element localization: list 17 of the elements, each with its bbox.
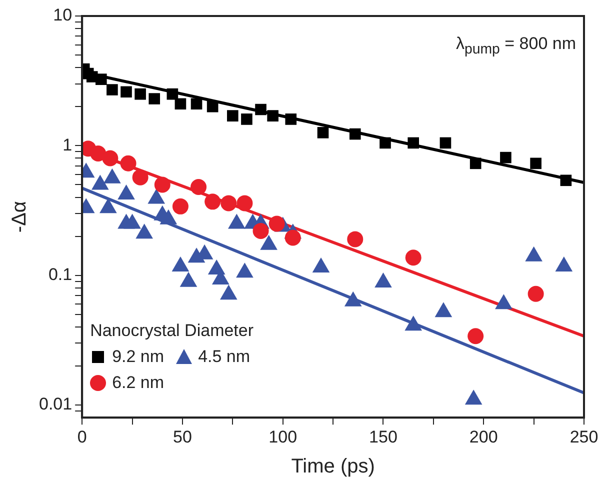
x-tick-label: 100 [268, 427, 298, 446]
y-tick-label: 0.01 [38, 394, 72, 414]
x-tick-label: 0 [77, 427, 87, 446]
legend-label: 4.5 nm [198, 346, 250, 367]
x-tick-label: 200 [469, 427, 498, 446]
y-tick-label: 10 [53, 6, 72, 25]
legend-title: Nanocrystal Diameter [90, 320, 255, 342]
y-axis-title: -Δα [8, 201, 31, 233]
x-tick-label: 150 [369, 427, 398, 446]
x-axis-title: Time (ps) [291, 456, 375, 478]
y-tick-label: 0.1 [48, 265, 72, 284]
legend-label: 6.2 nm [112, 372, 164, 393]
x-tick-label: 50 [173, 427, 192, 446]
x-tick-label: 250 [570, 427, 598, 446]
y-tick-label: 1 [62, 135, 72, 154]
annotation: λ$_{pump}$ = 800 nm [456, 34, 576, 58]
legend-label: 9.2 nm [112, 346, 164, 367]
